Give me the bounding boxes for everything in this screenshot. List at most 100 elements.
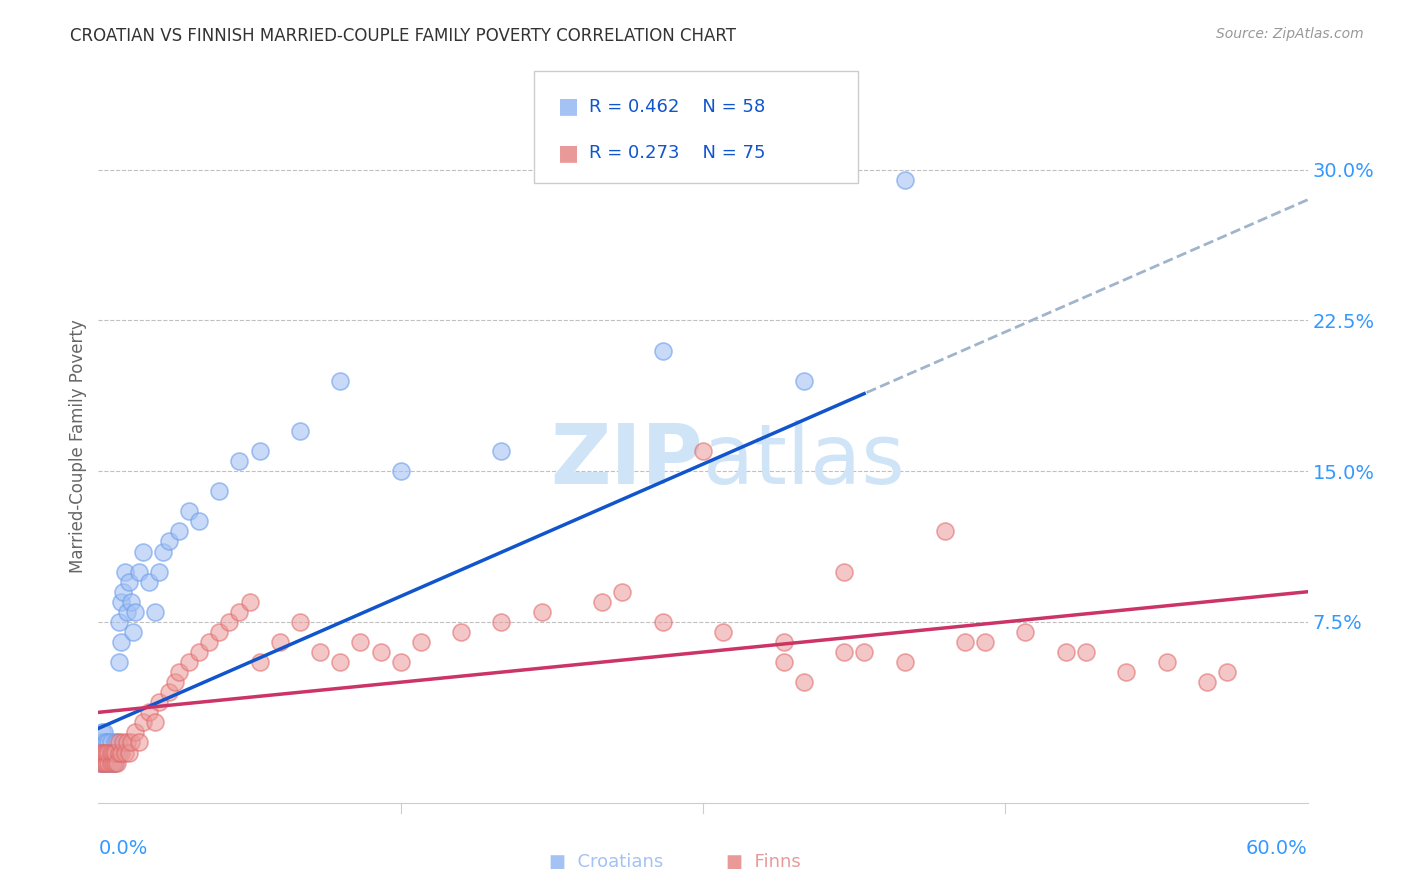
Point (107, 735, 129, 749)
Point (124, 725, 146, 739)
Point (91, 756, 114, 770)
Point (179, 504, 201, 518)
Point (208, 484, 231, 499)
Point (530, 605, 553, 619)
Point (157, 685, 180, 699)
Point (110, 746, 132, 760)
Point (100, 756, 122, 770)
Point (111, 735, 134, 749)
Point (1216, 665, 1239, 680)
Point (793, 374, 815, 388)
Point (409, 635, 432, 649)
Point (188, 515, 211, 529)
Point (138, 574, 160, 589)
Point (89, 756, 111, 770)
Point (105, 746, 128, 760)
Text: ■  Croatians: ■ Croatians (550, 853, 664, 871)
Point (93, 725, 115, 739)
Point (96, 735, 118, 749)
Point (249, 655, 271, 669)
Point (93, 735, 115, 749)
Point (934, 524, 956, 539)
Point (309, 645, 332, 659)
Point (89, 756, 111, 770)
Point (114, 565, 136, 579)
Point (793, 675, 815, 690)
Point (893, 172, 915, 186)
Point (97, 756, 120, 770)
Point (157, 534, 180, 549)
Point (239, 595, 262, 609)
Point (953, 635, 976, 649)
Point (93, 746, 115, 760)
Point (97, 746, 120, 760)
Point (450, 624, 472, 639)
Point (96, 756, 118, 770)
Point (138, 706, 160, 720)
Point (115, 735, 138, 749)
Text: ■  Finns: ■ Finns (725, 853, 801, 871)
Point (143, 715, 166, 730)
Point (167, 665, 190, 680)
Point (1054, 645, 1077, 659)
Point (103, 735, 125, 749)
Point (103, 756, 125, 770)
Point (93, 756, 115, 770)
Point (91, 746, 114, 760)
Point (100, 756, 122, 770)
Point (772, 655, 794, 669)
Text: R = 0.462    N = 58: R = 0.462 N = 58 (589, 97, 765, 116)
Text: 60.0%: 60.0% (1246, 839, 1308, 858)
Text: atlas: atlas (703, 420, 904, 500)
Point (89, 735, 111, 749)
Point (179, 655, 201, 669)
Point (893, 655, 915, 669)
Point (91, 746, 114, 760)
Point (370, 645, 392, 659)
Point (101, 756, 124, 770)
Point (491, 615, 513, 629)
Point (132, 715, 155, 730)
Point (1195, 675, 1218, 690)
Point (198, 635, 221, 649)
Point (93, 746, 115, 760)
Point (148, 695, 170, 709)
Text: ■: ■ (558, 96, 579, 117)
Point (188, 645, 211, 659)
Text: ZIP: ZIP (551, 420, 703, 500)
Point (288, 615, 311, 629)
Point (103, 746, 125, 760)
Point (1074, 645, 1097, 659)
Point (832, 645, 855, 659)
Point (167, 524, 190, 539)
Point (114, 746, 136, 760)
Point (612, 584, 634, 599)
Point (118, 746, 141, 760)
Point (110, 595, 132, 609)
Point (93, 756, 115, 770)
Text: CROATIAN VS FINNISH MARRIED-COUPLE FAMILY POVERTY CORRELATION CHART: CROATIAN VS FINNISH MARRIED-COUPLE FAMIL… (70, 27, 737, 45)
Point (974, 635, 997, 649)
Point (115, 605, 138, 619)
Point (349, 635, 371, 649)
Point (389, 464, 412, 478)
Y-axis label: Married-Couple Family Poverty: Married-Couple Family Poverty (69, 319, 87, 573)
Point (96, 746, 118, 760)
Point (121, 624, 143, 639)
Point (143, 605, 166, 619)
Point (120, 595, 142, 609)
Point (1115, 665, 1137, 680)
Point (107, 615, 129, 629)
Point (91, 725, 114, 739)
Text: ■: ■ (558, 143, 579, 162)
Point (692, 444, 714, 458)
Point (132, 544, 155, 558)
Point (91, 756, 114, 770)
Point (1014, 624, 1036, 639)
Point (101, 746, 124, 760)
Point (128, 565, 150, 579)
Point (269, 635, 291, 649)
Point (832, 565, 855, 579)
Point (107, 746, 129, 760)
Point (228, 454, 250, 468)
